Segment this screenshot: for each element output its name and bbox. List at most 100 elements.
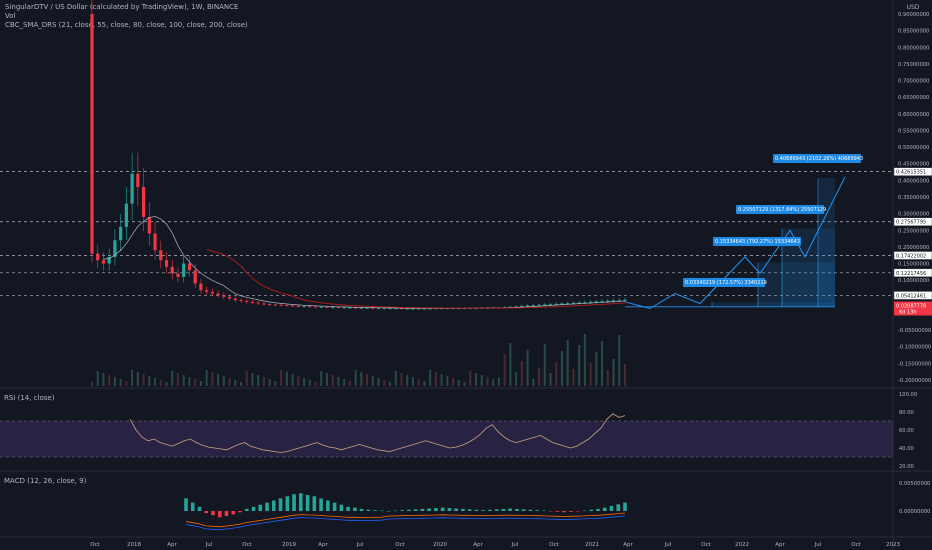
- price-tick-label: 0.80000000: [898, 45, 929, 51]
- volume-bar: [125, 381, 128, 386]
- candle: [325, 306, 329, 308]
- macd-histogram-bar: [508, 508, 512, 511]
- projection-label-bg: [713, 237, 801, 246]
- macd-histogram-bar: [447, 508, 452, 511]
- time-tick-label: 2021: [585, 542, 599, 548]
- volume-bar: [532, 379, 535, 386]
- volume-bar: [354, 370, 357, 386]
- rsi-tick-label: 80.00: [899, 410, 914, 416]
- volume-bar: [371, 376, 374, 386]
- volume-label: Vol: [5, 12, 16, 20]
- macd-histogram-bar: [366, 509, 371, 511]
- current-price-label: 0.02087778: [896, 304, 926, 310]
- volume-bar: [222, 376, 225, 386]
- macd-histogram-bar: [474, 509, 479, 511]
- price-tick-label: 0.65000000: [898, 95, 929, 101]
- volume-bar: [194, 379, 197, 386]
- candle: [376, 308, 381, 310]
- rsi-tick-label: 60.00: [899, 428, 914, 434]
- currency-label: USD: [907, 4, 920, 11]
- macd-histogram-bar: [420, 508, 425, 511]
- projection-label: 0.40689943 (2102.26%) 40689943: [775, 156, 863, 162]
- volume-bar: [234, 380, 237, 386]
- volume-bar: [497, 378, 500, 386]
- volume-bar: [612, 359, 615, 386]
- candle: [336, 307, 341, 309]
- macd-histogram-bar: [481, 510, 485, 511]
- macd-histogram-bar: [407, 509, 411, 511]
- volume-bar: [452, 378, 455, 386]
- candle: [124, 203, 128, 227]
- price-tick-label: 0.60000000: [898, 112, 929, 118]
- macd-histogram-bar: [312, 496, 317, 511]
- volume-bar: [492, 379, 495, 386]
- candle: [394, 308, 398, 310]
- macd-histogram-bar: [609, 505, 614, 511]
- macd-pane: 0.00500000 0.00000000: [184, 481, 930, 531]
- volume-bar: [337, 377, 340, 386]
- macd-histogram-bar: [535, 510, 539, 511]
- macd-histogram-bar: [197, 506, 202, 511]
- macd-histogram-bar: [548, 511, 553, 512]
- level-badge: [893, 217, 932, 226]
- macd-histogram-bar: [427, 508, 431, 511]
- volume-bar: [262, 377, 265, 386]
- level-badge: [893, 167, 932, 176]
- macd-histogram-bar: [582, 510, 587, 512]
- price-tick-label: -0.15000000: [898, 361, 931, 367]
- time-tick-label: Apr: [775, 542, 785, 548]
- candle: [262, 303, 266, 305]
- volume-bar: [400, 373, 403, 386]
- candle: [273, 304, 277, 306]
- candle: [205, 290, 209, 292]
- volume-bar: [583, 334, 586, 386]
- price-tick-label: 0.30000000: [898, 212, 929, 218]
- candle: [342, 307, 346, 309]
- rsi-tick-label: 40.00: [899, 446, 914, 452]
- macd-histogram-bar: [528, 509, 533, 511]
- volume-bar: [417, 379, 420, 386]
- level-lines: 0.42615351 0.27567795 0.17422002 0.12217456…: [0, 167, 932, 316]
- candle: [600, 301, 604, 303]
- price-tick-label: 0.10000000: [898, 278, 929, 284]
- macd-histogram-bar: [501, 508, 506, 511]
- candle: [617, 300, 621, 302]
- macd-histogram-bar: [623, 502, 627, 511]
- macd-histogram-bar: [244, 508, 249, 511]
- price-tick-label: -0.20000000: [898, 378, 931, 384]
- macd-histogram-bar: [265, 502, 269, 511]
- ma-line-long: [206, 249, 626, 309]
- macd-histogram-bar: [346, 506, 350, 511]
- macd-histogram-bar: [285, 496, 290, 511]
- volume-bar: [480, 375, 483, 386]
- price-tick-label: 0.40000000: [898, 178, 929, 184]
- volume-bar: [406, 375, 409, 386]
- price-tick-label: 0.75000000: [898, 62, 929, 68]
- candle: [245, 300, 249, 302]
- level-label: 0.05412461: [896, 293, 926, 299]
- projection-label: 0.15334643 (792.27%) 15334643: [715, 239, 800, 245]
- macd-histogram-bar: [353, 507, 357, 511]
- volume-bar: [463, 382, 466, 386]
- volume-bar: [503, 354, 506, 386]
- volume-bar: [251, 373, 254, 386]
- projection-box: [712, 302, 835, 307]
- candle: [96, 253, 100, 261]
- volume-bar: [108, 375, 111, 386]
- volume-bar: [360, 372, 363, 386]
- price-tick-label: 0.20000000: [898, 245, 929, 251]
- candle: [193, 270, 197, 284]
- macd-histogram-bar: [542, 510, 546, 512]
- macd-histogram-bar: [251, 506, 256, 511]
- rsi-pane: 100.00 80.00 60.00 40.00 20.00: [0, 392, 917, 470]
- candle: [153, 233, 157, 251]
- volume-bar: [394, 371, 397, 386]
- macd-histogram-bar: [292, 494, 296, 511]
- candle: [141, 187, 146, 217]
- candle: [256, 302, 260, 304]
- macd-histogram-bar: [373, 510, 377, 511]
- projection-label-bg: [736, 205, 824, 214]
- candle: [611, 300, 616, 302]
- price-axis: 0.90000000 0.85000000 0.80000000 0.75000000…: [898, 12, 931, 384]
